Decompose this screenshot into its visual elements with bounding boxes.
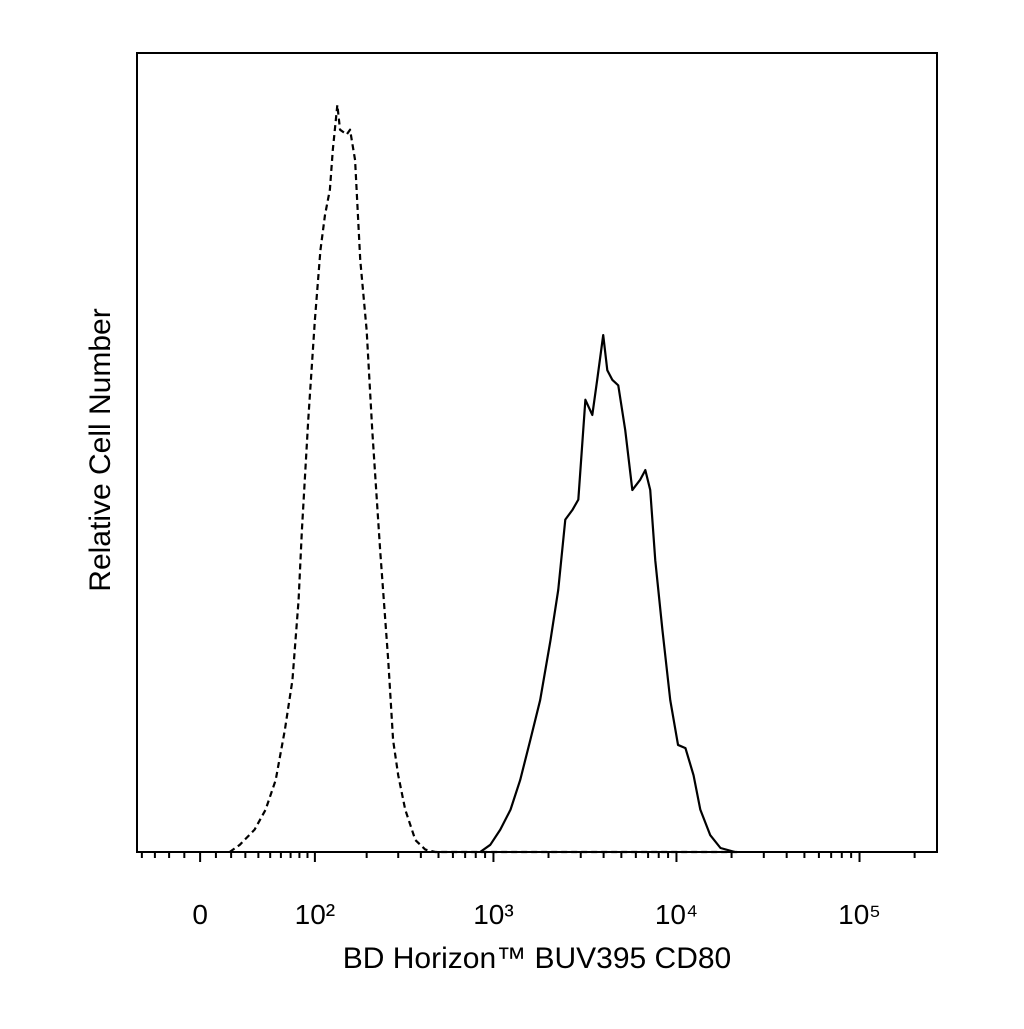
histogram-line xyxy=(479,333,736,854)
x-axis-label: BD Horizon™ BUV395 CD80 xyxy=(343,942,732,975)
x-tick-label: 10⁴ xyxy=(655,899,698,930)
histogram-line xyxy=(229,103,741,854)
x-tick-label: 0 xyxy=(192,899,208,930)
y-axis-label: Relative Cell Number xyxy=(84,308,117,591)
x-tick-label: 10² xyxy=(295,899,335,930)
plot-frame xyxy=(136,52,938,853)
x-tick-label: 10³ xyxy=(473,899,513,930)
x-tick-label: 10⁵ xyxy=(838,899,881,930)
